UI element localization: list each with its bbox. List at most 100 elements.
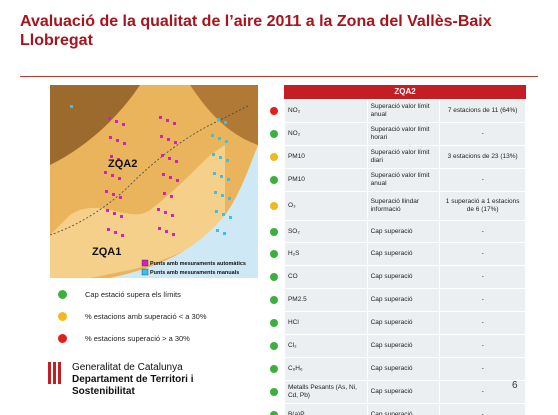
- status-cell: [264, 100, 284, 122]
- legend-dot: [58, 312, 67, 321]
- station: [213, 172, 216, 175]
- legend-label: Punts amb mesuraments automàtics: [150, 261, 246, 267]
- station: [228, 197, 231, 200]
- station: [174, 141, 177, 144]
- legend-label: % estacions superació > a 30%: [85, 334, 190, 343]
- station: [115, 120, 118, 123]
- pollutant: SO₂: [284, 220, 367, 243]
- criterion: Superació valor límit anual: [367, 168, 440, 191]
- pollutant: PM2.5: [284, 289, 367, 312]
- table-row: H₂S Cap superació -: [264, 243, 526, 266]
- legend-label: Punts amb mesuraments manuals: [150, 270, 239, 276]
- pollutant: O₃: [284, 191, 367, 220]
- status-cell: [264, 289, 284, 312]
- table-row: PM2.5 Cap superació -: [264, 289, 526, 312]
- rule: [20, 76, 538, 77]
- table-row: PM10 Superació valor límit anual -: [264, 168, 526, 191]
- department: Departament de Territori i Sostenibilita…: [72, 374, 194, 397]
- status-dot: [269, 106, 278, 115]
- station: [157, 208, 160, 211]
- station: [107, 228, 110, 231]
- status-dot: [269, 129, 278, 138]
- result: -: [440, 243, 525, 266]
- status-dot: [269, 273, 278, 282]
- legend-dot: [58, 290, 67, 299]
- map-legend: Punts amb mesuraments automàtics Punts am…: [141, 259, 246, 276]
- status-cell: [264, 357, 284, 380]
- criterion: Cap superació: [367, 266, 440, 289]
- station: [114, 231, 117, 234]
- station: [229, 216, 232, 219]
- station: [219, 156, 222, 159]
- station: [225, 140, 228, 143]
- criterion: Cap superació: [367, 380, 440, 403]
- result: -: [440, 168, 525, 191]
- criterion: Cap superació: [367, 403, 440, 415]
- station: [168, 157, 171, 160]
- station: [162, 173, 165, 176]
- mountains: [190, 85, 258, 145]
- status-dot: [269, 364, 278, 373]
- result: -: [440, 380, 525, 403]
- station: [121, 234, 124, 237]
- status-dot: [269, 387, 278, 396]
- table-row: HCl Cap superació -: [264, 312, 526, 335]
- table: ZQA2 NO₂ Superació valor límit anual 7 est…: [264, 85, 526, 415]
- station: [223, 232, 226, 235]
- result: 3 estacions de 23 (13%): [440, 145, 525, 168]
- station: [110, 155, 113, 158]
- station: [163, 192, 166, 195]
- station: [176, 179, 179, 182]
- status-cell: [264, 312, 284, 335]
- station: [120, 215, 123, 218]
- legend-item: % estacions amb superació < a 30%: [58, 312, 207, 321]
- org: Generalitat de Catalunya: [72, 362, 183, 373]
- station: [159, 116, 162, 119]
- status-cell: [264, 335, 284, 357]
- station: [175, 160, 178, 163]
- status-cell: [264, 403, 284, 415]
- status-dot: [269, 341, 278, 350]
- status-dot: [269, 201, 278, 210]
- station: [171, 214, 174, 217]
- station: [109, 136, 112, 139]
- result: -: [440, 403, 525, 415]
- criterion: Cap superació: [367, 220, 440, 243]
- station: [119, 196, 122, 199]
- station: [164, 211, 167, 214]
- station: [226, 159, 229, 162]
- legend-swatch: [141, 259, 149, 267]
- result: -: [440, 357, 525, 380]
- pollutant: CO: [284, 266, 367, 289]
- table-title: ZQA2: [284, 85, 526, 99]
- pollutant: HCl: [284, 312, 367, 335]
- station: [214, 191, 217, 194]
- station: [112, 193, 115, 196]
- station: [211, 134, 214, 137]
- criterion: Cap superació: [367, 357, 440, 380]
- criterion: Cap superació: [367, 312, 440, 335]
- result: -: [440, 312, 525, 335]
- pollutant: Cl₂: [284, 335, 367, 357]
- table-row: PM10 Superació valor límit diari 3 estacio…: [264, 145, 526, 168]
- lowland: [50, 145, 225, 278]
- criterion: Cap superació: [367, 335, 440, 357]
- result: -: [440, 335, 525, 357]
- station: [70, 105, 73, 108]
- pollutant: PM10: [284, 168, 367, 191]
- criterion: Superació valor límit diari: [367, 145, 440, 168]
- sea: [110, 145, 258, 278]
- status-cell: [264, 243, 284, 266]
- status-dot: [269, 319, 278, 328]
- station: [167, 138, 170, 141]
- zone-border: [50, 104, 251, 236]
- zone-label: ZQA1: [92, 246, 121, 258]
- status-cell: [264, 122, 284, 145]
- station: [117, 158, 120, 161]
- station: [217, 118, 220, 121]
- pollutant: B(a)P: [284, 403, 367, 415]
- status-cell: [264, 380, 284, 403]
- station: [161, 154, 164, 157]
- criterion: Superació valor límit anual: [367, 100, 440, 122]
- legend-item: Cap estació supera els límits: [58, 290, 181, 299]
